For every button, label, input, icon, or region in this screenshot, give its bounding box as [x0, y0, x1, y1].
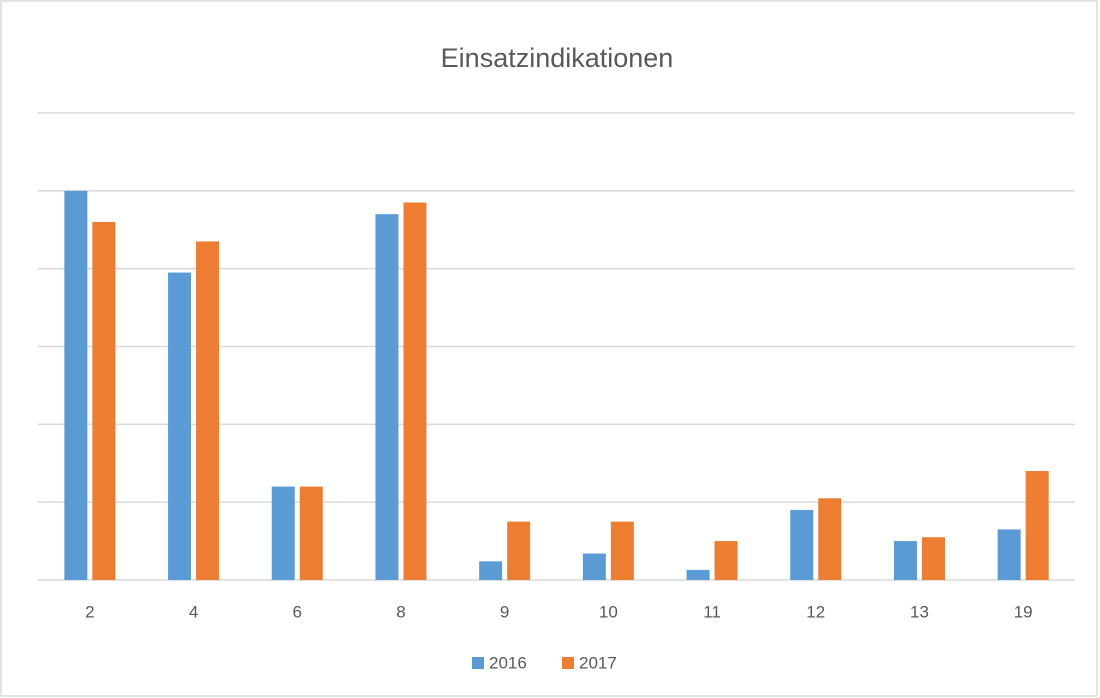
bar [818, 498, 842, 580]
bar [1025, 471, 1049, 580]
bar [271, 486, 295, 580]
bar [403, 202, 427, 580]
bar [686, 569, 710, 580]
legend-swatch [472, 657, 484, 669]
bar [299, 486, 323, 580]
bar [893, 541, 917, 580]
bar [92, 221, 116, 580]
legend-label: 2016 [489, 653, 527, 672]
bar [790, 509, 814, 580]
bar [64, 190, 88, 581]
bar [997, 529, 1021, 580]
bar [375, 214, 399, 580]
bar [582, 553, 606, 580]
x-tick-label: 2 [85, 602, 94, 621]
legend-label: 2017 [579, 653, 617, 672]
x-tick-label: 6 [293, 602, 302, 621]
x-tick-label: 10 [599, 602, 618, 621]
x-tick-label: 4 [189, 602, 198, 621]
bar [921, 537, 945, 580]
bar [168, 272, 192, 580]
bar [196, 241, 220, 581]
x-tick-label: 12 [806, 602, 825, 621]
x-tick-label: 8 [396, 602, 405, 621]
x-tick-label: 11 [703, 602, 721, 621]
chart-title: Einsatzindikationen [441, 43, 674, 73]
x-tick-label: 9 [500, 602, 509, 621]
bar [714, 541, 738, 580]
x-tick-label: 19 [1014, 602, 1033, 621]
x-tick-label: 13 [910, 602, 929, 621]
legend-swatch [562, 657, 574, 669]
bar [610, 521, 634, 580]
bar [479, 561, 503, 580]
bar [507, 521, 531, 580]
